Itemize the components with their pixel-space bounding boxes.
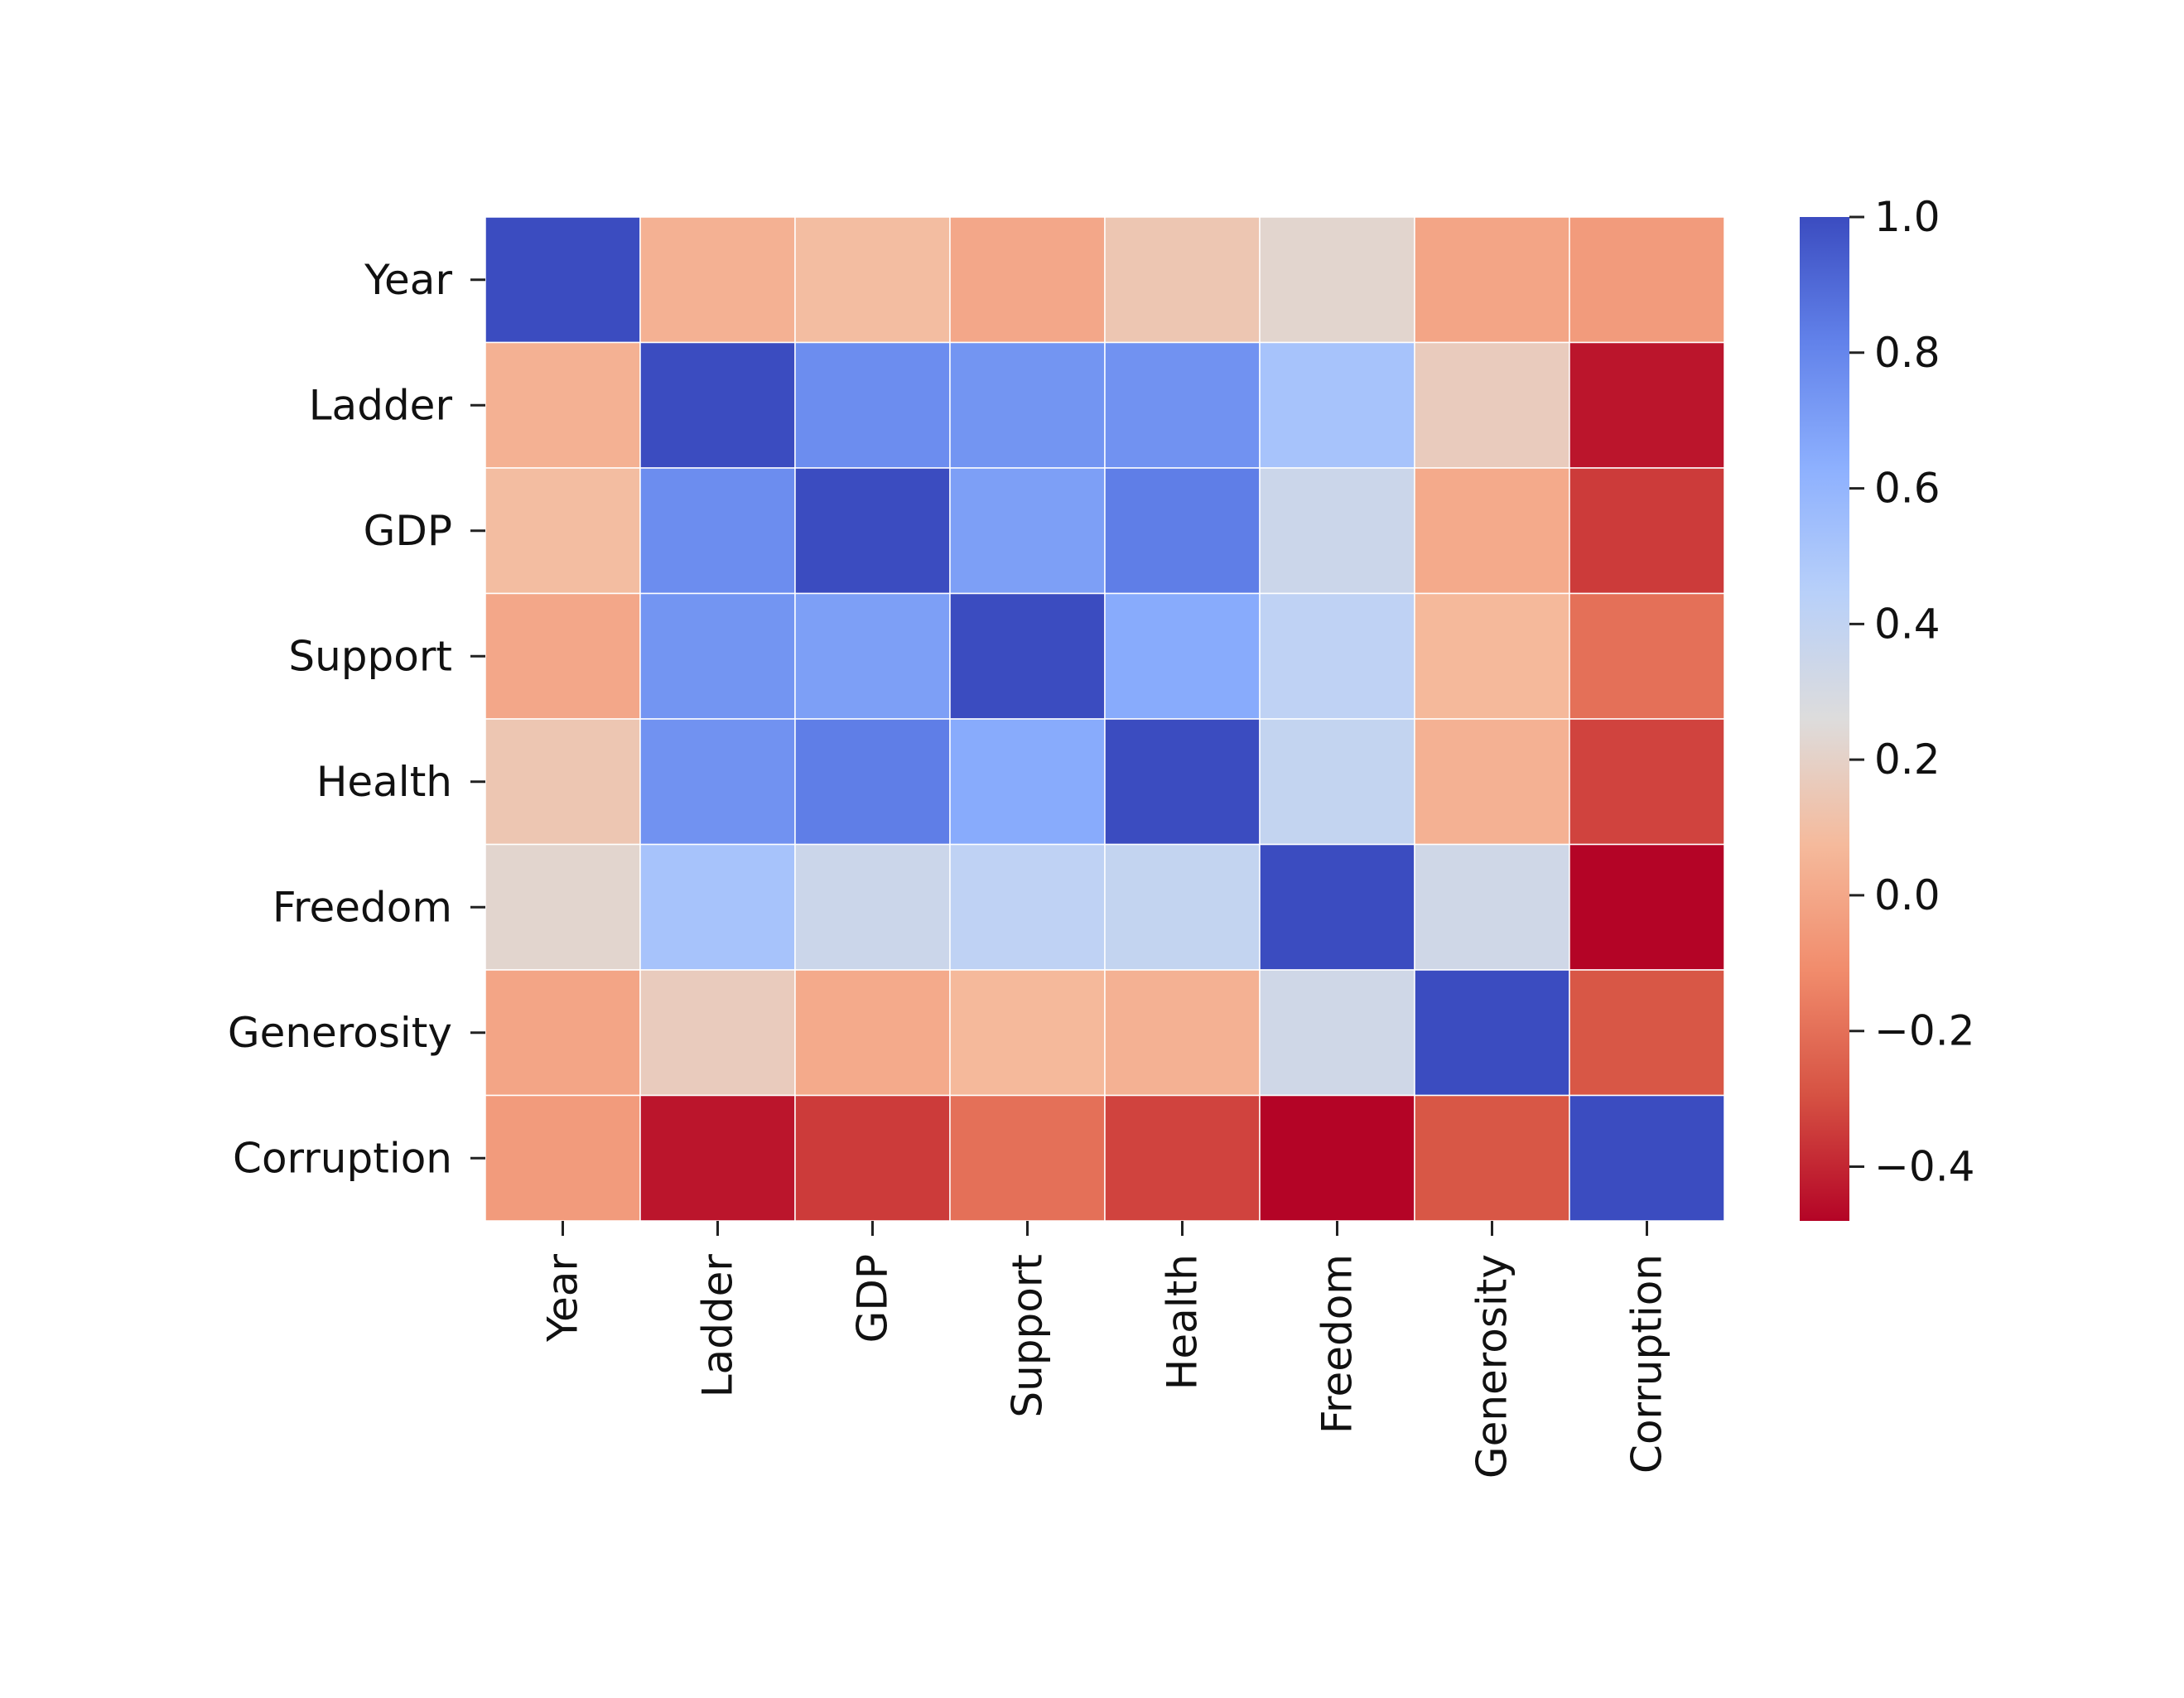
heatmap-cell-support-freedom	[1259, 592, 1415, 720]
x-tick-label-corruption: Corruption	[1623, 1254, 1671, 1474]
heatmap-cell-freedom-ladder	[639, 843, 796, 971]
heatmap-cell-freedom-support	[949, 843, 1106, 971]
x-tick-label-health: Health	[1159, 1254, 1207, 1390]
heatmap-cell-year-gdp	[794, 216, 951, 344]
heatmap-cell-generosity-year	[485, 969, 641, 1097]
colorbar-tick-label: 0.2	[1874, 736, 1941, 784]
colorbar-tick-label: −0.2	[1874, 1007, 1974, 1055]
heatmap-cell-gdp-health	[1104, 467, 1261, 595]
heatmap-cell-corruption-corruption	[1569, 1094, 1725, 1222]
heatmap-cell-ladder-freedom	[1259, 341, 1415, 469]
heatmap-cell-generosity-health	[1104, 969, 1261, 1097]
heatmap-cell-support-gdp	[794, 592, 951, 720]
x-tick-label-freedom: Freedom	[1314, 1254, 1362, 1434]
heatmap-cell-health-generosity	[1414, 718, 1570, 846]
colorbar: 1.0 0.8 0.6 0.4 0.2 0.0 −0.2 −0.4	[1800, 193, 1974, 1221]
heatmap-cell-gdp-year	[485, 467, 641, 595]
y-tick-labels: Year Ladder GDP Support Health Freedom Generos…	[228, 256, 485, 1182]
heatmap-cell-support-generosity	[1414, 592, 1570, 720]
heatmap-cell-year-year	[485, 216, 641, 344]
heatmap-cell-health-corruption	[1569, 718, 1725, 846]
heatmap-cell-ladder-generosity	[1414, 341, 1570, 469]
heatmap-cell-corruption-ladder	[639, 1094, 796, 1222]
heatmap-cell-health-health	[1104, 718, 1261, 846]
y-tick-label-corruption: Corruption	[233, 1134, 452, 1182]
heatmap-cell-health-gdp	[794, 718, 951, 846]
heatmap-cell-freedom-corruption	[1569, 843, 1725, 971]
heatmap-cell-ladder-ladder	[639, 341, 796, 469]
colorbar-tick-label: −0.4	[1874, 1142, 1974, 1190]
heatmap-cell-corruption-health	[1104, 1094, 1261, 1222]
heatmap-cell-ladder-support	[949, 341, 1106, 469]
y-tick-label-ladder: Ladder	[309, 381, 453, 429]
heatmap-cell-freedom-health	[1104, 843, 1261, 971]
heatmap-cell-gdp-ladder	[639, 467, 796, 595]
heatmap-cell-support-health	[1104, 592, 1261, 720]
heatmap-cell-ladder-gdp	[794, 341, 951, 469]
heatmap-cell-ladder-corruption	[1569, 341, 1725, 469]
heatmap-cell-corruption-gdp	[794, 1094, 951, 1222]
heatmap-cell-health-year	[485, 718, 641, 846]
heatmap-cell-support-corruption	[1569, 592, 1725, 720]
heatmap-cell-year-health	[1104, 216, 1261, 344]
heatmap-cell-freedom-freedom	[1259, 843, 1415, 971]
heatmap-cell-health-freedom	[1259, 718, 1415, 846]
heatmap-cell-generosity-ladder	[639, 969, 796, 1097]
heatmap-cell-generosity-support	[949, 969, 1106, 1097]
heatmap-cell-year-support	[949, 216, 1106, 344]
colorbar-tick-label: 0.4	[1874, 600, 1941, 648]
heatmap-cell-freedom-generosity	[1414, 843, 1570, 971]
colorbar-tick-label: 1.0	[1874, 193, 1941, 241]
heatmap-cell-health-support	[949, 718, 1106, 846]
y-tick-label-freedom: Freedom	[272, 883, 452, 931]
heatmap-cell-year-freedom	[1259, 216, 1415, 344]
heatmap-cell-corruption-support	[949, 1094, 1106, 1222]
heatmap-cell-ladder-year	[485, 341, 641, 469]
heatmap-cell-freedom-year	[485, 843, 641, 971]
colorbar-tick-label: 0.0	[1874, 871, 1941, 919]
colorbar-gradient	[1800, 217, 1849, 1221]
x-tick-label-year: Year	[539, 1254, 587, 1343]
heatmap-cell-generosity-freedom	[1259, 969, 1415, 1097]
heatmap-cell-gdp-corruption	[1569, 467, 1725, 595]
y-tick-label-generosity: Generosity	[228, 1009, 452, 1057]
colorbar-tick-label: 0.8	[1874, 329, 1941, 377]
y-tick-label-gdp: GDP	[364, 507, 452, 555]
heatmap-cell-generosity-corruption	[1569, 969, 1725, 1097]
y-tick-label-year: Year	[364, 256, 452, 304]
heatmap-cell-support-ladder	[639, 592, 796, 720]
heatmap-cell-corruption-freedom	[1259, 1094, 1415, 1222]
heatmap-cell-year-ladder	[639, 216, 796, 344]
heatmap-cell-support-support	[949, 592, 1106, 720]
heatmap-cells	[485, 216, 1725, 1222]
x-tick-label-gdp: GDP	[849, 1254, 897, 1343]
heatmap-cell-gdp-support	[949, 467, 1106, 595]
heatmap-cell-generosity-gdp	[794, 969, 951, 1097]
x-tick-label-ladder: Ladder	[694, 1254, 742, 1398]
heatmap-cell-ladder-health	[1104, 341, 1261, 469]
colorbar-tick-label: 0.6	[1874, 465, 1941, 513]
heatmap-cell-support-year	[485, 592, 641, 720]
x-tick-label-generosity: Generosity	[1468, 1254, 1516, 1479]
heatmap-cell-gdp-freedom	[1259, 467, 1415, 595]
y-tick-label-support: Support	[288, 632, 452, 680]
heatmap-cell-health-ladder	[639, 718, 796, 846]
x-tick-labels: Year Ladder GDP Support Health Freedom Generos…	[539, 1221, 1671, 1479]
heatmap-cell-corruption-generosity	[1414, 1094, 1570, 1222]
heatmap-cell-generosity-generosity	[1414, 969, 1570, 1097]
heatmap-cell-gdp-generosity	[1414, 467, 1570, 595]
heatmap-cell-year-corruption	[1569, 216, 1725, 344]
heatmap-cell-corruption-year	[485, 1094, 641, 1222]
x-tick-label-support: Support	[1004, 1254, 1052, 1418]
heatmap-cell-year-generosity	[1414, 216, 1570, 344]
heatmap-cell-gdp-gdp	[794, 467, 951, 595]
y-tick-label-health: Health	[316, 758, 452, 806]
heatmap-cell-freedom-gdp	[794, 843, 951, 971]
